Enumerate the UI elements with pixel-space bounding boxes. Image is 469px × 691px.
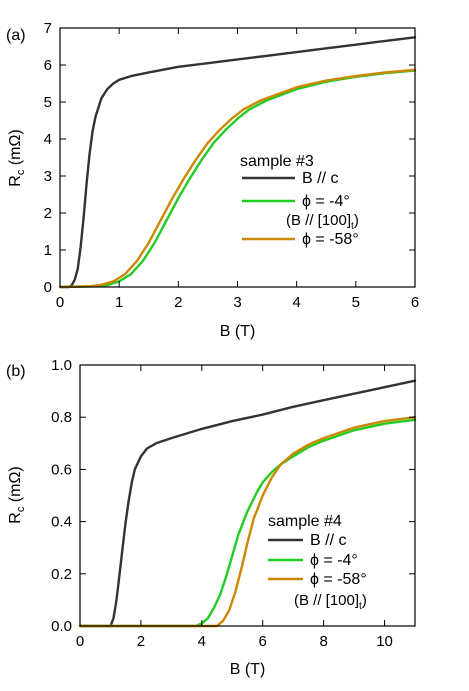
y-tick-label: 0 (44, 279, 52, 296)
y-axis-label-sub: c (15, 169, 27, 175)
y-tick-label: 1.0 (51, 357, 72, 374)
series-line-1 (78, 418, 417, 628)
x-tick-label: 5 (352, 294, 360, 311)
y-axis-label-sub: c (15, 506, 27, 512)
legend: sample #3B // cϕ = -4°(B // [100]t)ϕ = -… (240, 153, 359, 248)
series-line-1 (58, 69, 417, 289)
panel-a: (a) 0 1 2 3 4 5 6 0 1 2 3 4 5 6 7 B (T) Rc (mΩ) sample #3B… (6, 20, 419, 340)
y-tick-label: 4 (44, 131, 52, 148)
legend-title: sample #4 (268, 513, 342, 530)
y-tick-label: 7 (44, 20, 52, 37)
x-tick-label: 2 (174, 294, 182, 311)
x-tick-label: 3 (233, 294, 241, 311)
legend-note-sub: t (351, 221, 354, 232)
x-tick-label: 1 (115, 294, 123, 311)
legend-label-1: ϕ = -4° (310, 552, 358, 569)
x-tick-label: 0 (56, 294, 64, 311)
legend-note-end: ) (354, 212, 359, 229)
y-axis-label: Rc (mΩ) (7, 129, 27, 186)
x-tick-label: 4 (198, 633, 206, 650)
y-axis-label-main: R (7, 512, 24, 524)
x-tick-label: 6 (259, 633, 267, 650)
panel-label: (a) (6, 27, 26, 44)
y-tick-label: 2 (44, 205, 52, 222)
y-axis-label-unit: (mΩ) (7, 466, 24, 506)
plot-frame (59, 27, 416, 288)
legend-label-1-note: (B // [100]t) (286, 212, 359, 232)
x-tick-label: 8 (319, 633, 327, 650)
x-axis-label: B (T) (230, 661, 266, 678)
x-tick-label: 4 (292, 294, 300, 311)
panel-label: (b) (6, 363, 26, 380)
y-tick-label: 3 (44, 168, 52, 185)
legend-label-1: ϕ = -4° (302, 193, 350, 210)
legend-label-2: ϕ = -58° (310, 571, 367, 588)
x-tick-label: 6 (411, 294, 419, 311)
series-line-0 (58, 36, 417, 289)
legend: sample #4 B // c ϕ = -4° ϕ = -58° (B // [100… (268, 513, 367, 612)
legend-note-main: (B // [100] (286, 212, 351, 229)
plot-frame (79, 364, 416, 627)
x-axis-label: B (T) (220, 323, 256, 340)
series-line-0 (78, 379, 417, 628)
legend-note-main: (B // [100] (294, 592, 359, 609)
legend-label-2-note: (B // [100]t) (294, 592, 367, 612)
y-tick-label: 0.0 (51, 618, 72, 635)
y-axis-label: Rc (mΩ) (7, 466, 27, 523)
legend-note-sub: t (359, 601, 362, 612)
legend-note-end: ) (362, 592, 367, 609)
y-tick-label: 1 (44, 242, 52, 259)
y-tick-label: 5 (44, 94, 52, 111)
legend-title: sample #3 (240, 153, 314, 170)
series-line-2 (58, 68, 417, 289)
y-axis-label-main: R (7, 175, 24, 187)
legend-label-2: ϕ = -58° (302, 231, 359, 248)
legend-label-0: B // c (310, 532, 346, 549)
y-tick-label: 0.6 (51, 461, 72, 478)
series-line-2 (78, 416, 417, 628)
y-tick-label: 0.4 (51, 514, 72, 531)
panel-b: (b) 0 2 4 6 8 10 0.0 0.2 0.4 0.6 0.8 1.0 B (T) Rc (mΩ)… (6, 357, 417, 678)
x-tick-label: 2 (137, 633, 145, 650)
y-tick-label: 0.8 (51, 409, 72, 426)
x-tick-label: 0 (76, 633, 84, 650)
y-tick-label: 0.2 (51, 566, 72, 583)
y-axis-label-unit: (mΩ) (7, 129, 24, 169)
legend-label-0: B // c (302, 170, 338, 187)
x-tick-label: 10 (376, 633, 393, 650)
y-tick-label: 6 (44, 57, 52, 74)
